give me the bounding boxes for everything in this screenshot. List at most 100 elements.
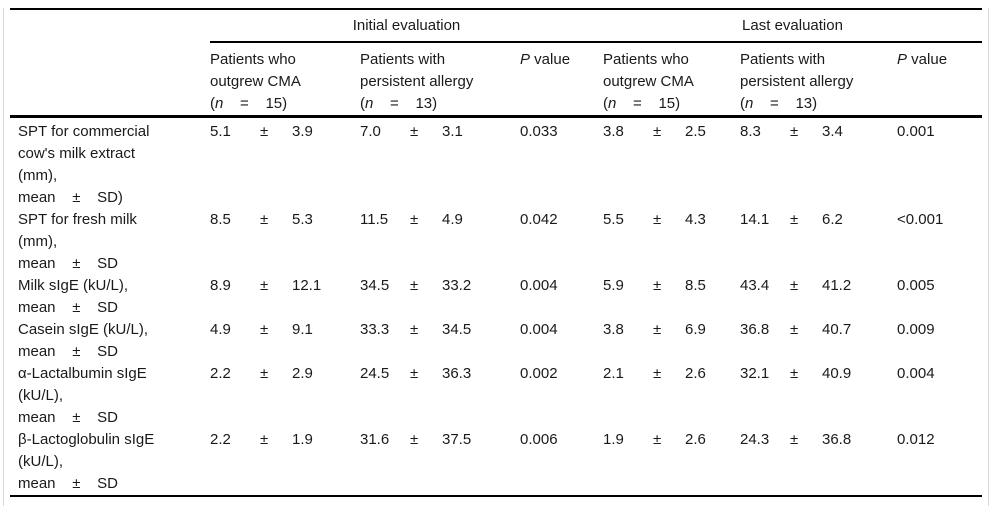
- sd-value: 40.7: [822, 321, 852, 338]
- header-line: Patients with: [360, 51, 446, 68]
- column-header-spacer: [10, 49, 210, 115]
- value-cell: 5.9 ±8.5: [603, 275, 740, 319]
- value-cell: 33.3 ±34.5: [360, 319, 520, 363]
- value-cell: 43.4 ±41.2: [740, 275, 897, 319]
- column-header-outgrew-initial: Patients who outgrew CMA (n = 15): [210, 49, 360, 115]
- plus-minus: ±: [653, 277, 662, 294]
- sd-value: 5.3: [292, 211, 313, 228]
- sd-value: 36.3: [442, 365, 472, 382]
- row-label: α-Lactalbumin sIgE (kU/L), mean ± SD: [10, 363, 210, 429]
- sd-value: 6.2: [822, 211, 843, 228]
- plus-minus: ±: [410, 321, 419, 338]
- sd-value: 4.9: [442, 211, 463, 228]
- plus-minus: ±: [410, 277, 419, 294]
- row-label: Milk sIgE (kU/L), mean ± SD: [10, 275, 210, 319]
- p-value-cell: 0.005: [897, 277, 935, 294]
- plus-minus: ±: [410, 365, 419, 382]
- sd-value: 9.1: [292, 321, 313, 338]
- row-label-line: Milk sIgE (kU/L),: [18, 277, 129, 294]
- row-label-line: β-Lactoglobulin sIgE: [18, 431, 155, 448]
- mean-value: 7.0: [360, 123, 381, 140]
- row-label-line: mean ± SD: [18, 255, 118, 272]
- mean-value: 11.5: [360, 211, 389, 228]
- row-label-line: Casein sIgE (kU/L),: [18, 321, 149, 338]
- group-header-row: Initial evaluation Last evaluation: [10, 10, 982, 43]
- mean-value: 3.8: [603, 123, 624, 140]
- sd-value: 6.9: [685, 321, 706, 338]
- p-value-cell: 0.009: [897, 321, 935, 338]
- paren: (: [360, 95, 365, 112]
- table-row: SPT for fresh milk (mm), mean ± SD 8.5 ±5…: [10, 209, 982, 275]
- p-value-cell: 0.004: [897, 365, 935, 382]
- group-header-initial-evaluation: Initial evaluation: [210, 10, 603, 43]
- row-label-line: SPT for fresh milk: [18, 211, 137, 228]
- value-cell: 4.9 ±9.1: [210, 319, 360, 363]
- value-cell: 36.8 ±40.7: [740, 319, 897, 363]
- mean-value: 14.1: [740, 211, 770, 228]
- group-header-last-evaluation: Last evaluation: [603, 10, 982, 43]
- n-symbol: n: [365, 95, 374, 112]
- p-value-cell: 0.033: [520, 123, 558, 140]
- header-line: persistent allergy: [360, 73, 474, 90]
- plus-minus: ±: [653, 211, 662, 228]
- page-frame: Initial evaluation Last evaluation Patie…: [3, 8, 989, 506]
- column-header-outgrew-last: Patients who outgrew CMA (n = 15): [603, 49, 740, 115]
- mean-value: 8.9: [210, 277, 231, 294]
- plus-minus: ±: [410, 431, 419, 448]
- p-label: value: [907, 51, 948, 68]
- header-n-line: (n = 15): [210, 93, 360, 115]
- row-label-line: SPT for commercial: [18, 123, 150, 140]
- sd-value: 8.5: [685, 277, 706, 294]
- row-label-line: α-Lactalbumin sIgE: [18, 365, 147, 382]
- paren: (: [603, 95, 608, 112]
- plus-minus: ±: [653, 431, 662, 448]
- p-value-cell: 0.001: [897, 123, 935, 140]
- sd-value: 40.9: [822, 365, 852, 382]
- group-header-spacer: [10, 10, 210, 43]
- sd-value: 4.3: [685, 211, 706, 228]
- mean-value: 8.5: [210, 211, 231, 228]
- p-value-cell: 0.006: [520, 431, 558, 448]
- mean-value: 31.6: [360, 431, 390, 448]
- table-row: Milk sIgE (kU/L), mean ± SD 8.9 ±12.1 34.…: [10, 275, 982, 319]
- mean-value: 3.8: [603, 321, 624, 338]
- row-label-line: (mm),: [18, 167, 58, 184]
- value-cell: 5.5 ±4.3: [603, 209, 740, 275]
- row-label: β-Lactoglobulin sIgE (kU/L), mean ± SD: [10, 429, 210, 495]
- sd-value: 2.9: [292, 365, 313, 382]
- plus-minus: ±: [790, 277, 799, 294]
- n-symbol: n: [215, 95, 224, 112]
- value-cell: 8.5 ±5.3: [210, 209, 360, 275]
- column-header-row: Patients who outgrew CMA (n = 15) Patien…: [10, 43, 982, 118]
- mean-value: 24.5: [360, 365, 390, 382]
- value-cell: 31.6 ±37.5: [360, 429, 520, 495]
- mean-value: 34.5: [360, 277, 390, 294]
- value-cell: 3.8 ±2.5: [603, 121, 740, 209]
- n-symbol: n: [608, 95, 617, 112]
- column-header-persistent-initial: Patients with persistent allergy (n = 13…: [360, 49, 520, 115]
- table-body: SPT for commercial cow's milk extract (m…: [10, 118, 982, 495]
- n-count: = 13): [373, 95, 438, 112]
- paren: (: [210, 95, 215, 112]
- header-line: Patients with: [740, 51, 826, 68]
- header-line: outgrew CMA: [210, 73, 301, 90]
- n-symbol: n: [745, 95, 754, 112]
- mean-value: 24.3: [740, 431, 770, 448]
- value-cell: 24.3 ±36.8: [740, 429, 897, 495]
- value-cell: 3.8 ±6.9: [603, 319, 740, 363]
- header-line: P value: [897, 49, 982, 71]
- value-cell: 7.0 ±3.1: [360, 121, 520, 209]
- sd-value: 3.4: [822, 123, 843, 140]
- column-header-pvalue-initial: P value: [520, 49, 603, 115]
- plus-minus: ±: [653, 321, 662, 338]
- header-n-line: (n = 15): [603, 93, 740, 115]
- header-line: P value: [520, 49, 603, 71]
- table-row: α-Lactalbumin sIgE (kU/L), mean ± SD 2.2…: [10, 363, 982, 429]
- plus-minus: ±: [260, 277, 269, 294]
- n-count: = 15): [616, 95, 681, 112]
- plus-minus: ±: [260, 321, 269, 338]
- plus-minus: ±: [790, 431, 799, 448]
- p-value-cell: <0.001: [897, 211, 944, 228]
- sd-value: 37.5: [442, 431, 472, 448]
- header-line: Patients who: [603, 51, 689, 68]
